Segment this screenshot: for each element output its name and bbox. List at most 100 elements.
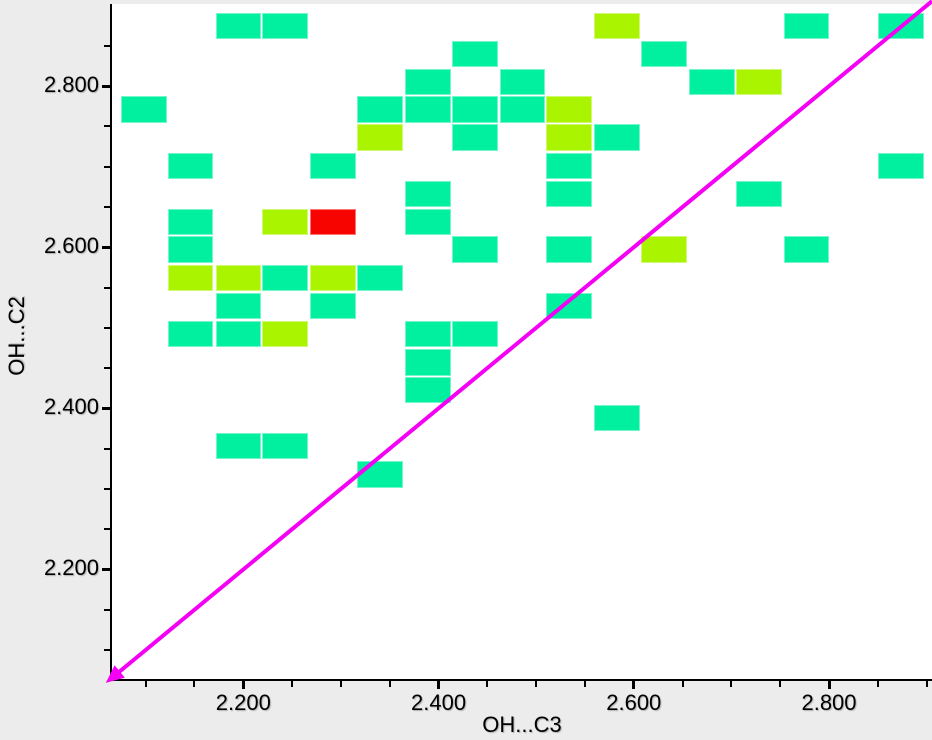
heatmap-cell[interactable]	[594, 12, 641, 39]
heatmap-cell[interactable]	[451, 96, 498, 123]
heatmap-cell[interactable]	[546, 180, 593, 208]
x-axis-minor-tick	[779, 681, 782, 687]
x-axis-minor-tick	[876, 681, 879, 687]
y-axis-minor-tick	[104, 447, 110, 450]
y-axis-minor-tick	[104, 44, 110, 47]
heatmap-cell[interactable]	[262, 321, 309, 348]
identity-line-layer	[105, 0, 932, 683]
y-axis-major-tick	[102, 406, 110, 410]
heatmap-cell[interactable]	[310, 152, 356, 180]
heatmap-cell[interactable]	[310, 209, 356, 236]
heatmap-cell[interactable]	[357, 96, 403, 123]
x-axis-minor-tick	[730, 681, 733, 687]
heatmap-cell[interactable]	[167, 152, 214, 180]
heatmap-cell[interactable]	[594, 124, 641, 151]
y-axis-minor-tick	[104, 125, 110, 128]
y-axis-minor-tick	[104, 528, 110, 531]
heatmap-cell-layer	[112, 4, 932, 679]
heatmap-cell[interactable]	[783, 12, 830, 39]
heatmap-cell[interactable]	[499, 68, 546, 96]
x-axis-minor-tick	[535, 681, 538, 687]
heatmap-cell[interactable]	[451, 124, 498, 151]
heatmap-cell[interactable]	[167, 321, 214, 348]
heatmap-cell[interactable]	[357, 124, 403, 151]
heatmap-cell[interactable]	[546, 96, 593, 123]
heatmap-cell[interactable]	[262, 209, 309, 236]
heatmap-cell[interactable]	[310, 292, 356, 320]
x-axis-major-tick	[632, 681, 636, 689]
heatmap-cell[interactable]	[357, 461, 403, 488]
heatmap-cell[interactable]	[120, 96, 167, 123]
heatmap-cell[interactable]	[546, 152, 593, 180]
y-axis-minor-tick	[104, 367, 110, 370]
y-axis-major-tick	[102, 245, 110, 249]
heatmap-cell[interactable]	[404, 209, 451, 236]
x-axis-major-tick	[241, 681, 245, 689]
y-axis-minor-tick	[104, 286, 110, 289]
x-axis-title: OH...C3	[482, 712, 562, 737]
x-axis-tick-label: 2.600	[606, 690, 662, 715]
x-axis-minor-tick	[388, 681, 391, 687]
y-axis-minor-tick	[104, 326, 110, 329]
y-axis-major-tick	[102, 567, 110, 571]
heatmap-cell[interactable]	[451, 236, 498, 263]
x-axis-tick-label: 2.800	[801, 690, 857, 715]
heatmap-cell[interactable]	[310, 264, 356, 292]
heatmap-cell[interactable]	[451, 40, 498, 68]
heatmap-cell[interactable]	[262, 432, 309, 460]
x-axis-minor-tick	[925, 681, 928, 687]
heatmap-cell[interactable]	[546, 236, 593, 263]
heatmap-cell[interactable]	[404, 349, 451, 376]
heatmap-cell[interactable]	[451, 321, 498, 348]
y-axis-minor-tick	[104, 165, 110, 168]
heatmap-cell[interactable]	[215, 12, 262, 39]
x-axis-minor-tick	[339, 681, 342, 687]
heatmap-cell[interactable]	[641, 236, 687, 263]
y-axis-minor-tick	[104, 608, 110, 611]
heatmap-cell[interactable]	[357, 264, 403, 292]
x-axis-tick-label: 2.200	[215, 690, 271, 715]
heatmap-cell[interactable]	[404, 68, 451, 96]
y-axis-major-tick	[102, 84, 110, 88]
heatmap-cell[interactable]	[404, 376, 451, 404]
plot-area[interactable]	[105, 0, 932, 683]
heatmap-cell[interactable]	[262, 12, 309, 39]
x-axis-minor-tick	[681, 681, 684, 687]
x-axis-major-tick	[827, 681, 831, 689]
heatmap-cell[interactable]	[167, 236, 214, 263]
heatmap-cell[interactable]	[215, 292, 262, 320]
heatmap-cell[interactable]	[215, 432, 262, 460]
heatmap-cell[interactable]	[878, 152, 925, 180]
x-axis-minor-tick	[291, 681, 294, 687]
heatmap-cell[interactable]	[641, 40, 687, 68]
y-axis-tick-label: 2.800	[43, 72, 99, 98]
heatmap-cell[interactable]	[404, 321, 451, 348]
heatmap-cell[interactable]	[167, 209, 214, 236]
y-axis-tick-label: 2.400	[43, 394, 99, 420]
heatmap-cell[interactable]	[735, 68, 782, 96]
heatmap-cell[interactable]	[546, 124, 593, 151]
heatmap-cell[interactable]	[783, 236, 830, 263]
heatmap-cell[interactable]	[215, 321, 262, 348]
y-axis-minor-tick	[104, 487, 110, 490]
heatmap-cell[interactable]	[404, 96, 451, 123]
x-axis-minor-tick	[486, 681, 489, 687]
heatmap-cell[interactable]	[404, 180, 451, 208]
heatmap-cell[interactable]	[594, 404, 641, 432]
heatmap-cell[interactable]	[167, 264, 214, 292]
x-axis-minor-tick	[583, 681, 586, 687]
heatmap-cell[interactable]	[735, 180, 782, 208]
identity-line	[105, 0, 932, 683]
y-axis-title: OH...C2	[4, 296, 29, 376]
x-axis-tick-label: 2.400	[411, 690, 467, 715]
heatmap-cell[interactable]	[688, 68, 735, 96]
heatmap-cell[interactable]	[215, 264, 262, 292]
x-axis-minor-tick	[144, 681, 147, 687]
y-axis-minor-tick	[104, 205, 110, 208]
heatmap-cell[interactable]	[262, 264, 309, 292]
y-axis-minor-tick	[104, 649, 110, 651]
y-axis-tick-label: 2.200	[43, 555, 99, 581]
x-axis-major-tick	[437, 681, 441, 689]
heatmap-cell[interactable]	[499, 96, 546, 123]
